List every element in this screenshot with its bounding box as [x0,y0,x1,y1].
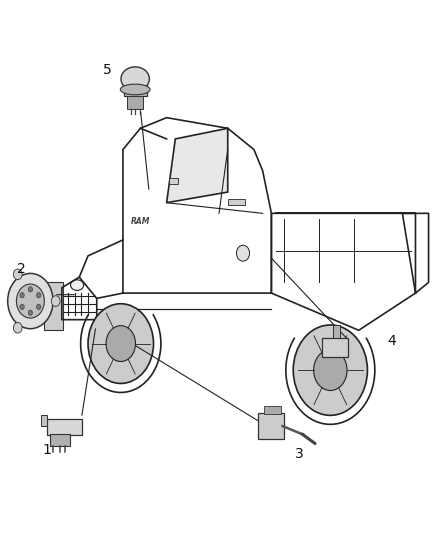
Circle shape [314,350,347,391]
Bar [321,338,348,357]
Circle shape [8,273,53,329]
Text: 2: 2 [17,262,26,276]
Ellipse shape [121,67,149,91]
Text: 3: 3 [295,447,304,461]
Bar [333,325,340,338]
Ellipse shape [120,84,150,95]
Circle shape [20,304,24,310]
Bar [41,415,47,426]
Circle shape [293,325,367,415]
Bar [124,79,147,96]
Text: 5: 5 [103,63,112,77]
Ellipse shape [71,280,84,290]
Bar [258,413,285,439]
Text: 4: 4 [387,334,396,348]
Bar [46,419,82,435]
Polygon shape [166,128,228,203]
Circle shape [13,322,22,333]
Circle shape [28,287,32,292]
Text: 1: 1 [42,443,51,457]
Circle shape [16,284,44,318]
Circle shape [36,304,41,310]
Circle shape [88,304,153,383]
Circle shape [36,293,41,298]
Bar [264,406,281,414]
Circle shape [51,296,60,306]
Bar [50,434,70,446]
Circle shape [106,326,135,361]
Circle shape [20,293,24,298]
Bar [44,282,63,330]
Circle shape [13,269,22,280]
Circle shape [237,245,250,261]
Text: RAM: RAM [131,217,150,226]
Circle shape [28,310,32,316]
Bar [169,177,178,184]
Bar [127,96,143,109]
Bar [228,199,245,205]
